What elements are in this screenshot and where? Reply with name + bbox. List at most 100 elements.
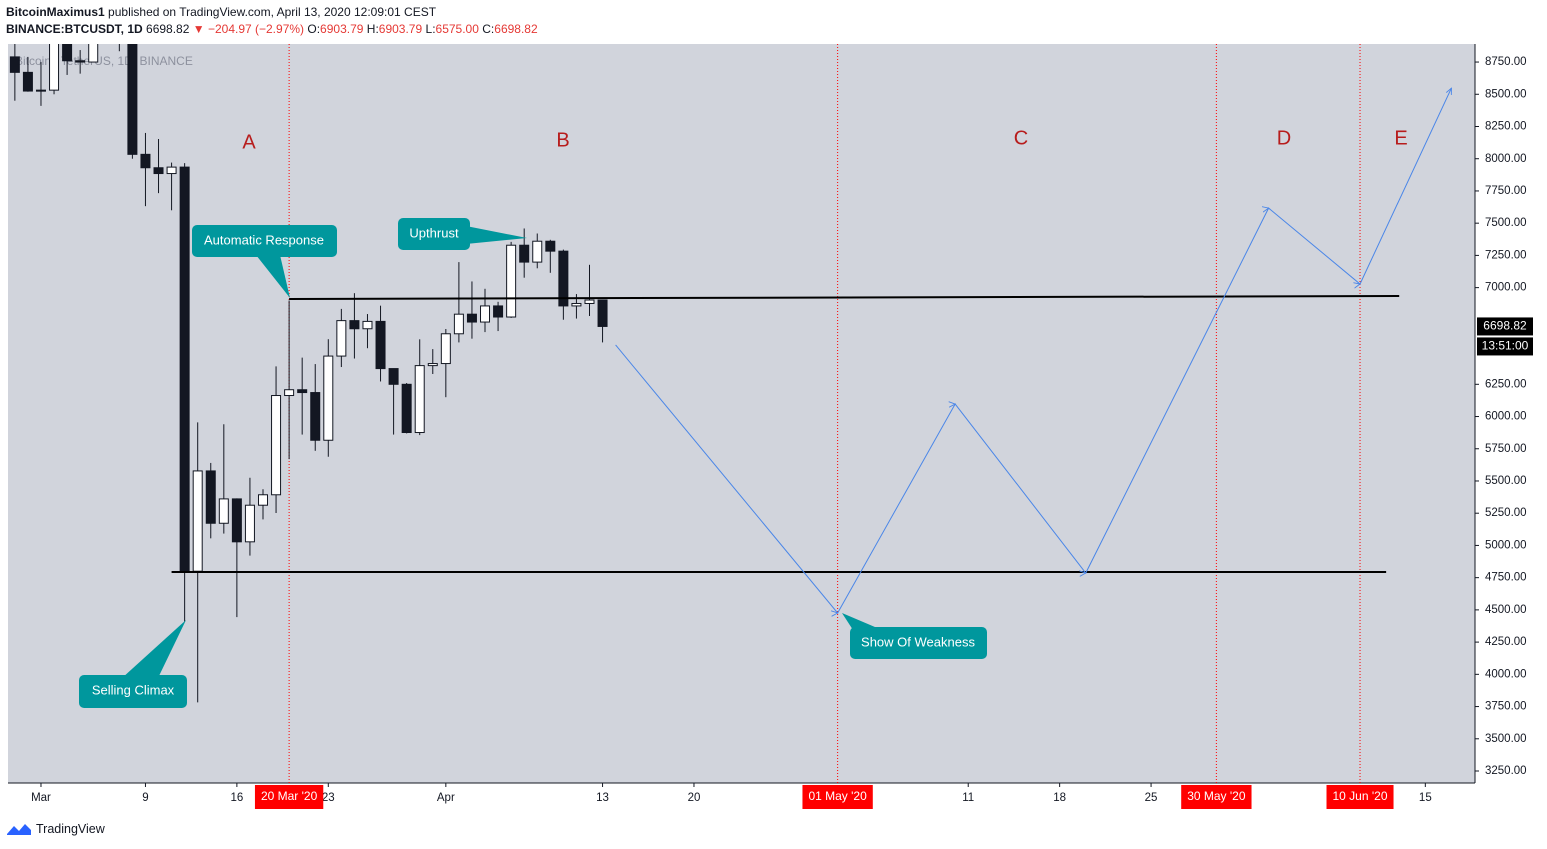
y-tick-label: 4000.00 bbox=[1485, 668, 1527, 680]
last-price-bg bbox=[1477, 317, 1533, 336]
callout-text: Upthrust bbox=[409, 225, 459, 240]
candle-body bbox=[440, 333, 451, 365]
phase-label: D bbox=[1277, 127, 1291, 149]
y-tick-label: 4250.00 bbox=[1485, 636, 1527, 648]
candle-body bbox=[323, 355, 334, 441]
candle-body bbox=[271, 395, 282, 496]
callout: Show Of Weakness bbox=[842, 613, 987, 659]
y-tick-label: 4750.00 bbox=[1485, 572, 1527, 584]
callout: Selling Climax bbox=[79, 620, 187, 708]
candle-body bbox=[49, 44, 60, 91]
ohlc-h-value: 6903.79 bbox=[378, 22, 423, 36]
callout: Automatic Response bbox=[192, 225, 337, 298]
header: BitcoinMaximus1 published on TradingView… bbox=[6, 4, 538, 38]
candle-body bbox=[453, 313, 464, 335]
plot-background bbox=[8, 44, 1475, 783]
x-tick-label: Mar bbox=[31, 792, 51, 804]
candle-body bbox=[480, 305, 491, 323]
candle-body bbox=[231, 498, 242, 543]
candle-body bbox=[427, 363, 438, 367]
phase-label: B bbox=[556, 129, 569, 151]
callout: Upthrust bbox=[398, 218, 527, 250]
y-tick-label: 3750.00 bbox=[1485, 701, 1527, 713]
candle-body bbox=[558, 250, 569, 307]
ohlc-o-value: 6903.79 bbox=[320, 22, 364, 36]
candle-body bbox=[88, 44, 99, 63]
candle-body bbox=[284, 389, 295, 397]
countdown-bg bbox=[1477, 337, 1533, 356]
y-tick-label: 3500.00 bbox=[1485, 733, 1527, 745]
marker-label: 30 May '20 bbox=[1187, 789, 1246, 803]
y-tick-label: 8750.00 bbox=[1485, 56, 1527, 68]
candle-body bbox=[192, 470, 203, 572]
candle-body bbox=[75, 60, 86, 63]
candle-body bbox=[166, 166, 177, 175]
x-tick-label: 18 bbox=[1053, 792, 1066, 804]
y-tick-label: 5000.00 bbox=[1485, 539, 1527, 551]
candle-body bbox=[140, 153, 151, 169]
footer: TradingView bbox=[6, 822, 105, 836]
candle-body bbox=[218, 498, 229, 524]
x-tick-label: 25 bbox=[1145, 792, 1158, 804]
candle-body bbox=[545, 240, 556, 252]
marker-label: 20 Mar '20 bbox=[261, 789, 318, 803]
y-tick-label: 7500.00 bbox=[1485, 217, 1527, 229]
candle-body bbox=[179, 166, 190, 572]
published: published on TradingView.com, April 13, … bbox=[108, 5, 437, 19]
marker-label-bg bbox=[802, 785, 873, 809]
x-tick-label: Apr bbox=[437, 792, 455, 804]
candle-body bbox=[349, 320, 360, 330]
y-tick-label: 5500.00 bbox=[1485, 475, 1527, 487]
x-tick-label: 11 bbox=[962, 792, 974, 804]
candle-body bbox=[35, 89, 46, 92]
symbol: BINANCE:BTCUSDT, 1D bbox=[6, 22, 143, 36]
candle-body bbox=[336, 320, 347, 357]
marker-label: 10 Jun '20 bbox=[1333, 789, 1388, 803]
candle-body bbox=[597, 299, 608, 327]
candle-body bbox=[375, 320, 386, 370]
candle-body bbox=[9, 56, 20, 73]
callout-text: Show Of Weakness bbox=[861, 634, 975, 649]
callout-text: Automatic Response bbox=[204, 232, 324, 247]
x-tick-label: 16 bbox=[230, 792, 243, 804]
change: ▼ −204.97 (−2.97%) bbox=[192, 22, 305, 36]
candle-body bbox=[571, 302, 582, 307]
candle-body bbox=[244, 504, 255, 543]
ohlc-l: L: bbox=[425, 22, 436, 36]
candle-body bbox=[127, 44, 138, 155]
countdown: 13:51:00 bbox=[1482, 339, 1529, 353]
y-tick-label: 7250.00 bbox=[1485, 249, 1527, 261]
x-tick-label: 23 bbox=[322, 792, 335, 804]
brand: TradingView bbox=[36, 822, 105, 836]
x-tick-label: 20 bbox=[688, 792, 701, 804]
marker-label-bg bbox=[254, 785, 324, 809]
candle-body bbox=[297, 389, 308, 394]
candle-body bbox=[153, 167, 164, 175]
candle-body bbox=[205, 470, 216, 524]
y-tick-label: 5250.00 bbox=[1485, 507, 1527, 519]
ohlc-c-value: 6698.82 bbox=[494, 22, 538, 36]
price-axis bbox=[1475, 44, 1547, 783]
callout-text: Selling Climax bbox=[92, 682, 175, 697]
candle-body bbox=[401, 383, 412, 434]
y-tick-label: 7000.00 bbox=[1485, 282, 1527, 294]
marker-label-bg bbox=[1326, 785, 1394, 809]
phase-label: E bbox=[1394, 127, 1407, 149]
author: BitcoinMaximus1 bbox=[6, 5, 105, 19]
candle-body bbox=[532, 240, 543, 263]
x-tick-label: 15 bbox=[1419, 792, 1432, 804]
ohlc-l-value: 6575.00 bbox=[435, 22, 479, 36]
marker-label: 01 May '20 bbox=[808, 789, 867, 803]
phase-label: A bbox=[242, 131, 256, 153]
y-tick-label: 8250.00 bbox=[1485, 121, 1527, 133]
last-price: 6698.82 bbox=[1483, 319, 1527, 333]
candle-body bbox=[102, 14, 111, 23]
y-tick-label: 7750.00 bbox=[1485, 185, 1527, 197]
candle-body bbox=[115, 14, 124, 41]
y-tick-label: 3250.00 bbox=[1485, 765, 1527, 777]
y-tick-label: 8500.00 bbox=[1485, 88, 1527, 100]
candle-body bbox=[519, 244, 530, 263]
candle-body bbox=[414, 365, 425, 434]
projection-path bbox=[615, 88, 1452, 613]
